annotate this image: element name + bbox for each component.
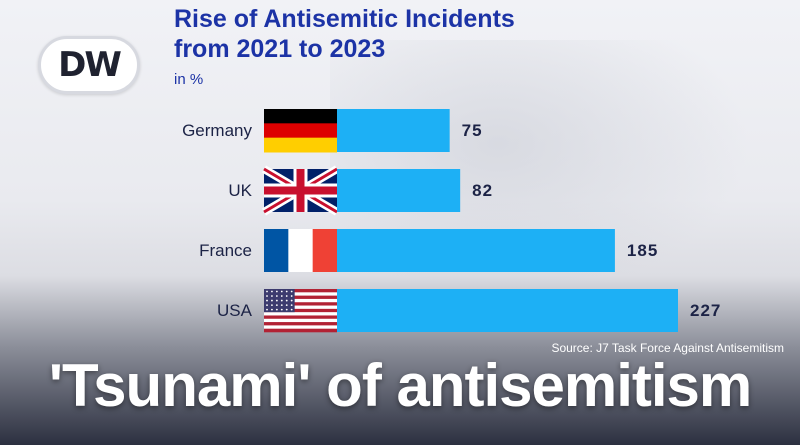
flag-france-icon xyxy=(264,229,338,272)
dw-logo: DW xyxy=(38,36,140,94)
bar xyxy=(337,109,450,152)
data-label: 227 xyxy=(690,301,721,320)
category-label: Germany xyxy=(182,121,252,140)
logo-text: DW xyxy=(58,45,122,85)
chart-title: Rise of Antisemitic Incidents from 2021 … xyxy=(174,4,594,64)
data-label: 185 xyxy=(627,241,658,260)
source-note: Source: J7 Task Force Against Antisemiti… xyxy=(551,341,784,355)
category-label: France xyxy=(199,241,252,260)
bar xyxy=(337,229,615,272)
category-label: UK xyxy=(228,181,252,200)
chart-title-line-2: from 2021 to 2023 xyxy=(174,35,386,63)
data-label: 75 xyxy=(462,121,483,140)
flag-uk-icon xyxy=(261,165,340,216)
flag-germany-icon xyxy=(264,109,337,153)
flag-usa-icon xyxy=(264,289,337,333)
chart-title-line-1: Rise of Antisemitic Incidents xyxy=(174,5,515,33)
data-label: 82 xyxy=(472,181,493,200)
category-label: USA xyxy=(217,301,253,320)
bar xyxy=(337,289,678,332)
headline: 'Tsunami' of antisemitism xyxy=(48,352,753,419)
bar xyxy=(337,169,461,212)
unit-label: in % xyxy=(174,71,204,88)
